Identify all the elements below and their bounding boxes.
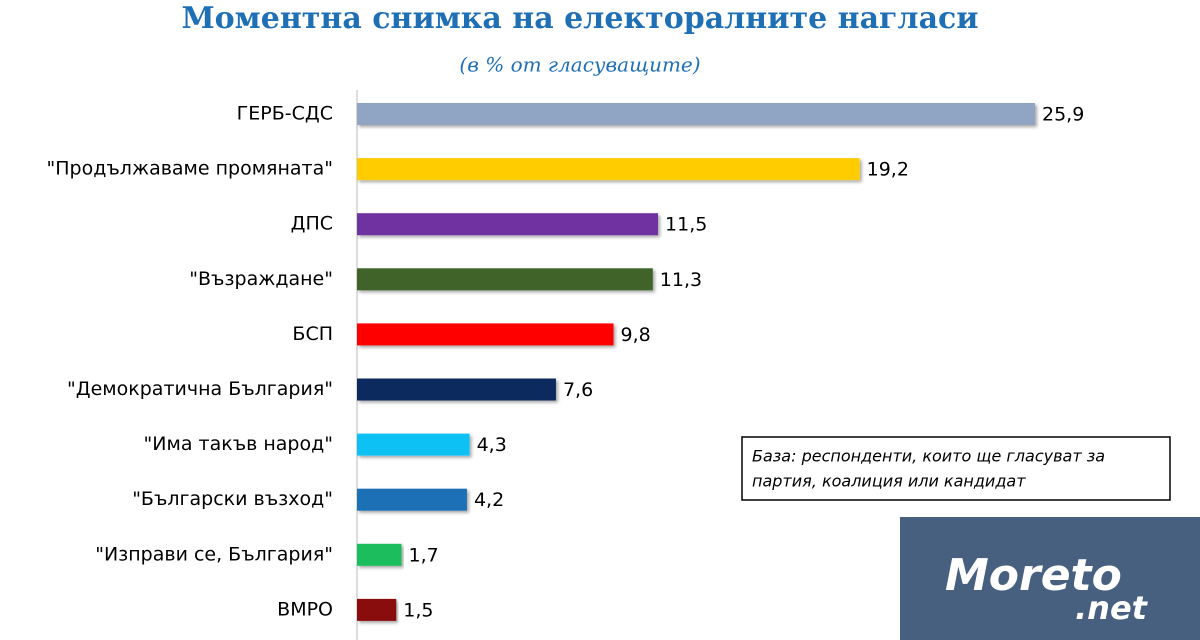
data-label: 7,6 [563,379,593,401]
data-label: 4,3 [477,434,507,456]
category-label: "Продължаваме промяната" [47,158,333,180]
category-label: БСП [292,323,333,345]
bar [357,268,653,291]
data-label: 11,3 [660,269,702,291]
bar [357,433,470,456]
category-label: "Български възход" [132,488,333,510]
category-label: ДПС [291,213,333,235]
category-label: ВМРО [277,598,333,620]
bar [357,378,556,401]
bar [357,213,659,236]
bar [357,543,402,566]
category-label: "Възраждане" [189,268,333,290]
bar [357,488,467,511]
chart-subtitle: (в % от гласуващите) [459,53,700,77]
bar [357,323,614,346]
logo: .net [1075,589,1149,627]
data-label: 9,8 [621,324,651,346]
annotation-box [741,436,1171,501]
category-label: "Демократична България" [67,378,333,400]
annotation: партия, коалиция или кандидат [752,472,1026,491]
category-label: ГЕРБ-СДС [237,103,333,125]
data-label: 19,2 [867,159,909,181]
bar [357,103,1035,125]
category-label: "Има такъв народ" [144,433,333,455]
annotation: База: респонденти, които ще гласуват за [752,447,1105,466]
data-label: 1,7 [409,544,439,566]
category-label: "Изправи се, България" [95,543,333,565]
logo-box [900,517,1200,640]
bar [357,158,860,181]
data-label: 1,5 [403,599,433,621]
data-label: 11,5 [665,214,707,236]
data-label: 4,2 [474,489,504,511]
bar [357,598,397,621]
logo: Moreto [945,550,1122,601]
data-label: 25,9 [1042,104,1084,126]
chart-title: Моментна снимка на електоралните нагласи [181,1,978,36]
